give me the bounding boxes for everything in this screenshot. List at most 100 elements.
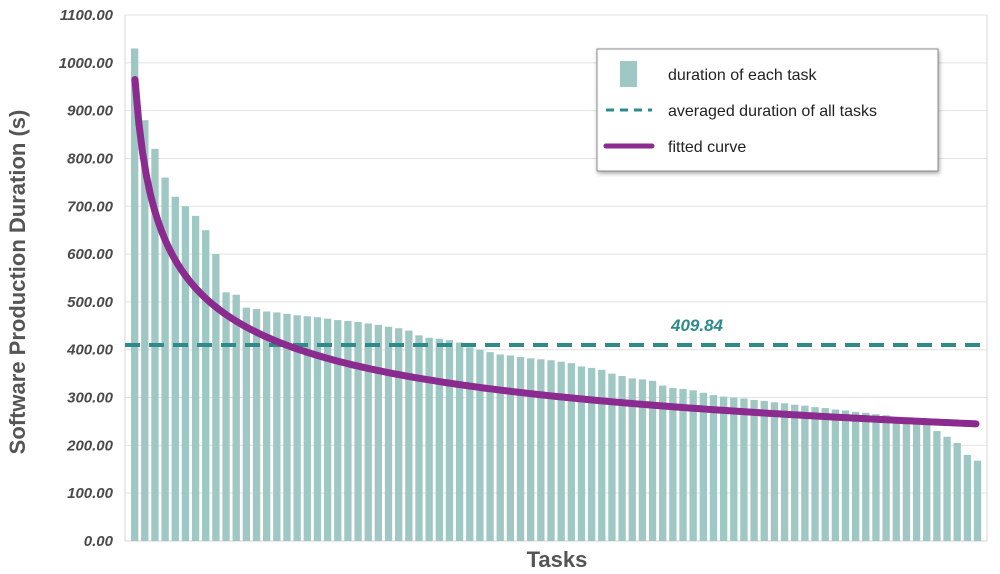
bar (293, 315, 301, 541)
bar (435, 338, 443, 541)
bar (912, 420, 921, 541)
legend-box (596, 48, 939, 172)
y-tick-label: 500.00 (67, 294, 114, 311)
bar (303, 316, 311, 541)
bar (923, 421, 931, 541)
bar (730, 397, 738, 541)
bar (811, 407, 819, 541)
average-line-group: 409.84 (125, 316, 987, 348)
bar (679, 388, 687, 541)
fitted-curve (131, 76, 980, 428)
bar (760, 400, 768, 541)
bar (384, 326, 393, 541)
y-tick-label: 900.00 (67, 103, 114, 120)
bar (445, 340, 454, 541)
bar (425, 337, 433, 541)
bar (963, 454, 971, 541)
bar (242, 307, 251, 541)
bar (933, 431, 941, 541)
bar (547, 360, 555, 541)
bar (141, 120, 149, 541)
bar (222, 292, 230, 541)
legend-label-bars: duration of each task (668, 67, 818, 84)
y-tick-label: 100.00 (67, 485, 114, 502)
bar (872, 414, 880, 541)
bar (374, 324, 383, 541)
bar (466, 347, 474, 541)
bar (902, 419, 911, 541)
bar (780, 403, 789, 541)
y-tick-label: 0.00 (84, 533, 114, 550)
bar (527, 358, 535, 541)
bar (506, 355, 515, 541)
y-axis-title: Software Production Duration (s) (5, 110, 30, 455)
bar (263, 311, 271, 541)
y-tick-label: 600.00 (67, 246, 114, 263)
bar (415, 335, 423, 541)
x-axis-title: Tasks (527, 547, 588, 572)
bar (587, 367, 596, 541)
bar (161, 177, 169, 541)
bar (821, 408, 829, 541)
bar (608, 373, 616, 541)
bar (831, 409, 839, 541)
bar (577, 366, 586, 541)
bar (486, 352, 494, 541)
bar (212, 254, 220, 541)
y-tick-label: 300.00 (67, 390, 114, 407)
bar (943, 436, 951, 541)
bar (131, 48, 139, 541)
bar (516, 356, 525, 541)
bar (659, 385, 667, 541)
bar (202, 230, 210, 541)
bar (364, 323, 372, 541)
bar (496, 354, 504, 541)
y-tick-label: 1000.00 (59, 55, 114, 72)
bar (323, 318, 332, 541)
bar (537, 359, 545, 541)
legend-swatch-bars (620, 61, 637, 87)
legend: duration of each task averaged duration … (596, 48, 939, 172)
bar (791, 404, 799, 541)
bar (719, 396, 728, 541)
y-tick-label: 700.00 (67, 198, 114, 215)
bar (181, 206, 190, 541)
bar (283, 313, 291, 541)
bar (953, 442, 961, 541)
bar (313, 317, 322, 541)
y-tick-label: 400.00 (66, 342, 114, 359)
bar (628, 378, 636, 541)
bar (354, 321, 362, 541)
legend-label-average: averaged duration of all tasks (668, 103, 877, 120)
legend-label-curve: fitted curve (668, 139, 746, 156)
bar (232, 294, 240, 541)
bar (638, 379, 647, 541)
bar (841, 410, 850, 541)
bar (648, 380, 657, 541)
bar (598, 369, 606, 541)
y-axis-ticks: 0.00 100.00 200.00 300.00 400.00 500.00 600.00… (59, 7, 114, 550)
bar (669, 387, 677, 541)
bar (862, 412, 870, 541)
average-value-label: 409.84 (670, 316, 724, 335)
bar (344, 321, 352, 541)
bar (191, 215, 200, 541)
bar (567, 363, 575, 541)
bar (689, 390, 697, 541)
bar (395, 328, 403, 541)
bar (171, 196, 179, 541)
bar-series (131, 48, 982, 541)
bar (455, 342, 464, 541)
bar (770, 402, 779, 541)
bar (273, 312, 281, 541)
y-tick-label: 1100.00 (60, 7, 114, 24)
bar (699, 392, 707, 541)
bar (476, 349, 484, 541)
bar (709, 395, 718, 541)
bar (801, 405, 809, 541)
bar (252, 309, 261, 541)
bar (973, 460, 982, 541)
bar (740, 398, 748, 541)
y-tick-label: 800.00 (67, 150, 114, 167)
